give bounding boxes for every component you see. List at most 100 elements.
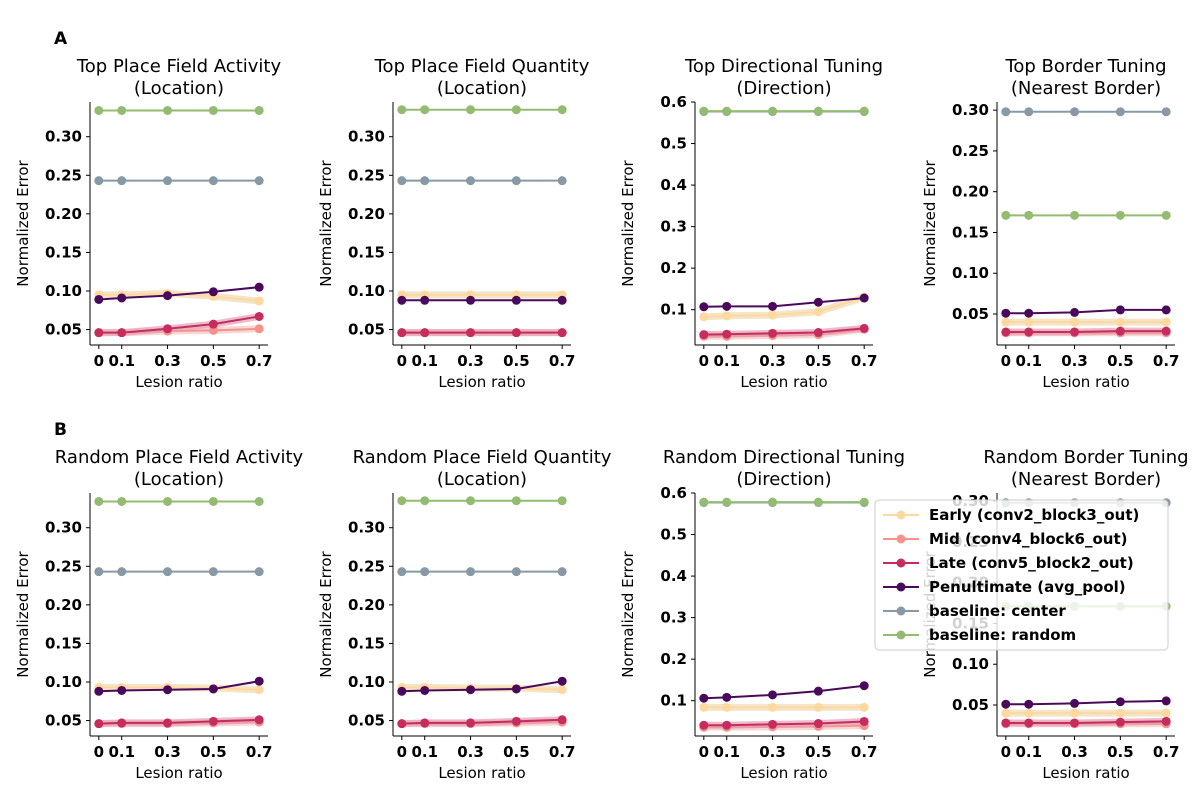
data-point xyxy=(163,105,173,115)
y-tick-label: 0.05 xyxy=(348,712,385,730)
data-point xyxy=(511,496,521,506)
y-tick-label: 0.05 xyxy=(952,305,989,323)
data-point xyxy=(94,294,104,304)
x-tick-label: 0.3 xyxy=(1061,743,1088,761)
y-axis-label: Normalized Error xyxy=(14,159,32,286)
data-point xyxy=(1115,717,1125,727)
data-point xyxy=(1024,718,1034,728)
legend-label: Early (conv2_block3_out) xyxy=(929,506,1139,524)
data-point xyxy=(722,329,732,339)
y-tick-label: 0.20 xyxy=(45,596,82,614)
y-tick-label: 0.6 xyxy=(660,93,687,111)
data-point xyxy=(117,718,127,728)
data-point xyxy=(859,716,869,726)
data-point xyxy=(813,702,823,712)
data-point xyxy=(466,718,476,728)
data-point xyxy=(1115,697,1125,707)
legend-label: Penultimate (avg_pool) xyxy=(929,578,1126,596)
y-tick-label: 0.2 xyxy=(660,259,687,277)
data-point xyxy=(1024,708,1034,718)
data-point xyxy=(117,293,127,303)
y-tick-label: 0.10 xyxy=(952,655,989,673)
data-point xyxy=(1161,696,1171,706)
x-tick-label: 0 xyxy=(94,352,104,370)
data-point xyxy=(511,176,521,186)
data-point xyxy=(208,319,218,329)
data-point xyxy=(1161,317,1171,327)
data-point xyxy=(254,105,264,115)
data-point xyxy=(163,718,173,728)
data-point xyxy=(1070,698,1080,708)
data-point xyxy=(859,497,869,507)
data-point xyxy=(859,681,869,691)
y-tick-label: 0.20 xyxy=(348,205,385,223)
data-point xyxy=(94,105,104,115)
data-point xyxy=(1070,317,1080,327)
x-axis-label: Lesion ratio xyxy=(438,764,525,782)
data-point xyxy=(1161,210,1171,220)
data-point xyxy=(208,496,218,506)
data-point xyxy=(768,702,778,712)
data-point xyxy=(859,702,869,712)
x-tick-label: 0.5 xyxy=(805,743,832,761)
x-tick-label: 0.7 xyxy=(851,352,878,370)
data-point xyxy=(163,176,173,186)
data-point xyxy=(1024,210,1034,220)
data-point xyxy=(859,293,869,303)
data-point xyxy=(397,328,407,338)
data-point xyxy=(466,567,476,577)
y-axis-label: Normalized Error xyxy=(317,550,335,677)
y-tick-label: 0.20 xyxy=(952,183,989,201)
data-point xyxy=(397,567,407,577)
data-point xyxy=(557,567,567,577)
data-point xyxy=(208,567,218,577)
subplot-5: Random Place Field Activity (Location) 0.0… xyxy=(14,447,304,782)
legend-marker xyxy=(896,510,906,520)
data-point xyxy=(722,497,732,507)
legend: Early (conv2_block3_out) Mid (conv4_block… xyxy=(874,499,1169,651)
data-point xyxy=(813,686,823,696)
x-axis-label: Lesion ratio xyxy=(1042,373,1129,391)
y-tick-label: 0.5 xyxy=(660,135,687,153)
data-point xyxy=(254,311,264,321)
data-point xyxy=(466,685,476,695)
legend-label: baseline: random xyxy=(929,626,1076,644)
data-point xyxy=(1161,708,1171,718)
data-point xyxy=(254,715,264,725)
y-tick-label: 0.30 xyxy=(348,519,385,537)
legend-item: Mid (conv4_block6_out) xyxy=(883,530,1127,548)
data-point xyxy=(163,685,173,695)
x-tick-label: 0 xyxy=(699,352,709,370)
subplot-title: Top Directional Tuning (Direction) xyxy=(684,56,883,99)
y-tick-label: 0.15 xyxy=(348,243,385,261)
legend-marker xyxy=(896,534,906,544)
x-tick-label: 0 xyxy=(397,352,407,370)
legend-item: baseline: random xyxy=(883,626,1076,644)
data-point xyxy=(1070,718,1080,728)
y-tick-label: 0.1 xyxy=(660,692,687,710)
data-point xyxy=(722,702,732,712)
data-point xyxy=(397,176,407,186)
data-point xyxy=(699,720,709,730)
y-tick-label: 0.25 xyxy=(348,166,385,184)
data-point xyxy=(163,324,173,334)
x-tick-label: 0.5 xyxy=(1107,743,1134,761)
data-point xyxy=(397,295,407,305)
legend-label: Mid (conv4_block6_out) xyxy=(929,530,1127,548)
data-point xyxy=(1070,708,1080,718)
x-tick-label: 0.1 xyxy=(1015,352,1042,370)
x-tick-label: 0.1 xyxy=(713,352,740,370)
legend-label: Late (conv5_block2_out) xyxy=(929,554,1134,572)
y-tick-label: 0.10 xyxy=(45,673,82,691)
y-tick-label: 0.25 xyxy=(45,166,82,184)
data-point xyxy=(397,496,407,506)
data-point xyxy=(699,106,709,116)
data-point xyxy=(699,702,709,712)
data-point xyxy=(208,716,218,726)
x-axis-label: Lesion ratio xyxy=(740,764,827,782)
x-axis-label: Lesion ratio xyxy=(438,373,525,391)
data-point xyxy=(163,291,173,301)
subplot-7: Random Directional Tuning (Direction)0.10… xyxy=(619,447,905,782)
legend-marker xyxy=(896,582,906,592)
data-point xyxy=(1115,326,1125,336)
